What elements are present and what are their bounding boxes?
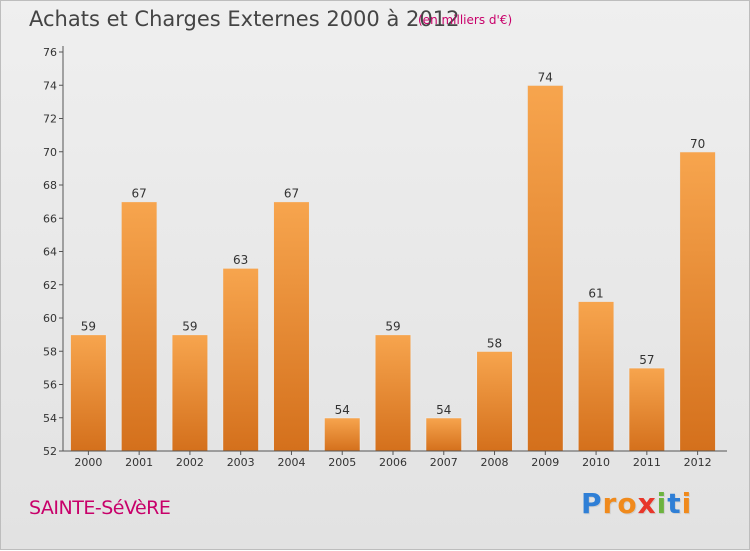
logo-letter: o xyxy=(617,487,638,520)
y-tick-label: 52 xyxy=(43,445,57,458)
x-tick-label: 2000 xyxy=(74,456,102,469)
bar xyxy=(272,201,310,452)
axes-group: 2000 2001 2002 2003 2004 2005 2006 2007 2008 2009… xyxy=(43,46,727,469)
bar xyxy=(120,201,158,452)
y-tick-label: 58 xyxy=(43,345,57,358)
x-tick-label: 2001 xyxy=(125,456,153,469)
x-tick-label: 2010 xyxy=(582,456,610,469)
logo-letter: P xyxy=(581,487,603,520)
x-tick-label: 2009 xyxy=(531,456,559,469)
x-tick-label: 2008 xyxy=(481,456,509,469)
x-tick-label: 2007 xyxy=(430,456,458,469)
proxiti-logo[interactable]: Proxiti xyxy=(581,487,692,520)
x-tick-label: 2002 xyxy=(176,456,204,469)
x-tick-label: 2005 xyxy=(328,456,356,469)
bar xyxy=(628,367,666,452)
bar xyxy=(222,267,260,452)
y-tick-label: 64 xyxy=(43,246,57,259)
bar xyxy=(526,84,564,452)
bar xyxy=(171,334,209,452)
y-tick-label: 68 xyxy=(43,179,57,192)
logo-letter: i xyxy=(681,487,693,520)
data-label: 70 xyxy=(690,137,705,151)
y-tick-label: 60 xyxy=(43,312,57,325)
y-tick-label: 72 xyxy=(43,113,57,126)
y-tick-label: 66 xyxy=(43,212,57,225)
logo-letter: r xyxy=(602,487,618,520)
bar xyxy=(476,350,514,452)
data-label: 54 xyxy=(436,403,451,417)
logo-letter: i xyxy=(656,487,668,520)
chart-title: Achats et Charges Externes 2000 à 2012 xyxy=(29,7,460,31)
data-label: 67 xyxy=(284,187,299,201)
bar xyxy=(425,417,463,452)
x-tick-label: 2003 xyxy=(227,456,255,469)
bar xyxy=(69,334,107,452)
data-label: 74 xyxy=(538,70,553,84)
data-label: 59 xyxy=(182,320,197,334)
bars-group: 59 67 59 63 67 54 59 54 58 74 61 57 70 xyxy=(69,70,717,452)
commune-name: SAINTE-SéVèRE xyxy=(29,497,171,519)
data-label: 59 xyxy=(385,320,400,334)
bar xyxy=(374,334,412,452)
data-label: 63 xyxy=(233,253,248,267)
x-tick-label: 2004 xyxy=(277,456,305,469)
y-tick-label: 74 xyxy=(43,79,57,92)
y-tick-label: 76 xyxy=(43,46,57,59)
bar xyxy=(679,151,717,452)
logo-letter: t xyxy=(667,487,682,520)
y-tick-label: 70 xyxy=(43,146,57,159)
chart-subtitle: (en milliers d'€) xyxy=(418,13,513,27)
y-tick-label: 54 xyxy=(43,412,57,425)
x-tick-label: 2006 xyxy=(379,456,407,469)
y-tick-label: 56 xyxy=(43,379,57,392)
x-tick-label: 2011 xyxy=(633,456,661,469)
data-label: 57 xyxy=(639,353,654,367)
data-label: 58 xyxy=(487,336,502,350)
data-label: 54 xyxy=(335,403,350,417)
data-label: 59 xyxy=(81,320,96,334)
bar xyxy=(577,300,615,452)
logo-letter: x xyxy=(637,487,657,520)
bar xyxy=(323,417,361,452)
y-tick-label: 62 xyxy=(43,279,57,292)
x-tick-label: 2012 xyxy=(684,456,712,469)
data-label: 67 xyxy=(132,187,147,201)
data-label: 61 xyxy=(588,286,603,300)
